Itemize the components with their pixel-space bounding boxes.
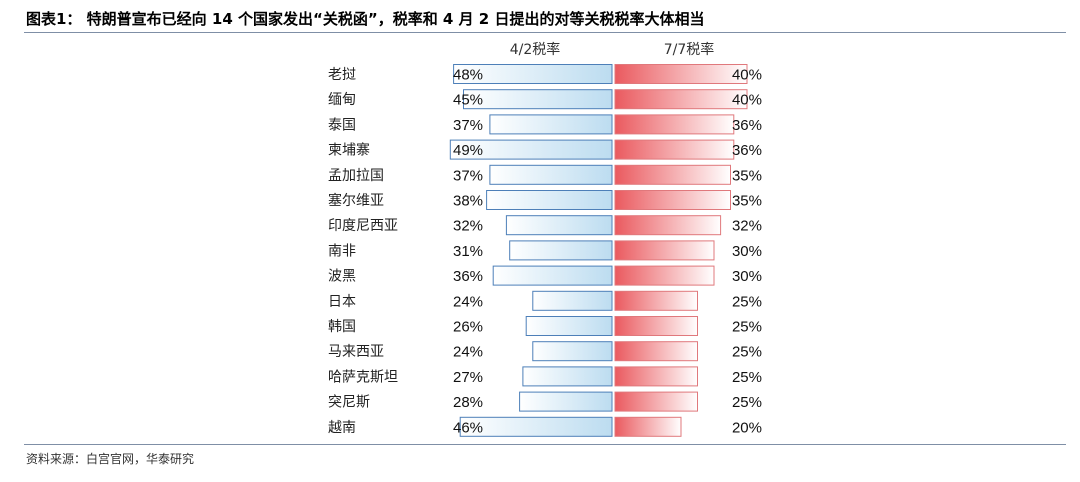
bar-left: [532, 290, 613, 311]
value-label-right: 30%: [732, 268, 762, 285]
value-label-left: 37%: [453, 117, 483, 134]
bar-left: [453, 64, 613, 84]
value-label-right: 32%: [732, 218, 762, 235]
value-label-left: 49%: [453, 142, 483, 159]
bar-right: [614, 240, 715, 261]
bar-left: [492, 265, 613, 286]
bar-right: [614, 416, 682, 437]
bar-right: [614, 290, 698, 311]
country-label: 波黑: [328, 269, 356, 285]
bar-right: [614, 215, 722, 236]
value-label-right: 30%: [732, 243, 762, 260]
value-label-right: 35%: [732, 193, 762, 210]
value-label-left: 46%: [453, 419, 483, 436]
country-label: 印度尼西亚: [328, 218, 398, 234]
bar-right: [614, 366, 698, 387]
bar-right: [614, 114, 735, 135]
country-label: 塞尔维亚: [328, 192, 384, 209]
country-label: 突尼斯: [328, 395, 370, 411]
value-label-left: 24%: [453, 344, 483, 361]
value-label-left: 24%: [453, 293, 483, 310]
country-label: 缅甸: [328, 92, 356, 108]
value-label-right: 25%: [732, 319, 762, 336]
bottom-divider: [24, 444, 1066, 445]
value-label-right: 25%: [732, 293, 762, 310]
bar-right: [614, 316, 698, 336]
bar-left: [486, 190, 613, 210]
country-label: 柬埔寨: [328, 142, 370, 159]
value-label-right: 20%: [732, 419, 762, 436]
value-label-left: 26%: [453, 319, 483, 336]
value-label-left: 28%: [453, 394, 483, 411]
bar-right: [614, 265, 715, 286]
country-label: 韩国: [328, 319, 356, 335]
value-label-right: 36%: [732, 117, 762, 134]
figure-title: 图表1： 特朗普宣布已经向 14 个国家发出“关税函”，税率和 4 月 2 日提…: [26, 10, 705, 28]
bar-left: [519, 391, 613, 412]
bar-left: [489, 164, 613, 185]
value-label-right: 40%: [732, 67, 762, 84]
source-note: 资料来源：白宫官网，华泰研究: [26, 452, 195, 466]
value-label-left: 36%: [453, 268, 483, 285]
bar-left: [463, 89, 613, 110]
bar-right: [614, 139, 735, 160]
legend-left-series: 4/2税率: [510, 41, 561, 58]
value-label-right: 25%: [732, 394, 762, 411]
bar-left: [522, 366, 613, 387]
country-label: 哈萨克斯坦: [328, 369, 398, 385]
bar-left: [505, 215, 613, 236]
bar-left: [459, 416, 613, 437]
value-label-right: 36%: [732, 142, 762, 159]
country-label: 南非: [328, 243, 356, 259]
value-label-right: 40%: [732, 92, 762, 109]
value-label-right: 25%: [732, 344, 762, 361]
country-label: 老挝: [328, 67, 356, 83]
country-label: 日本: [328, 294, 356, 310]
country-label: 泰国: [328, 117, 356, 133]
bar-right: [614, 341, 698, 362]
value-label-left: 31%: [453, 243, 483, 260]
bar-left: [525, 316, 613, 336]
bar-left: [509, 240, 613, 261]
value-label-left: 45%: [453, 92, 483, 109]
top-divider: [24, 32, 1066, 33]
bar-left: [449, 139, 613, 160]
bar-right: [614, 391, 698, 412]
bar-right: [614, 64, 748, 84]
value-label-right: 25%: [732, 369, 762, 386]
value-label-left: 48%: [453, 67, 483, 84]
value-label-left: 38%: [453, 193, 483, 210]
country-label: 马来西亚: [328, 344, 384, 360]
bar-left: [489, 114, 613, 135]
bar-left: [532, 341, 613, 362]
bar-right: [614, 89, 748, 110]
value-label-right: 35%: [732, 167, 762, 184]
country-label: 孟加拉国: [328, 168, 384, 184]
legend-right-series: 7/7税率: [664, 41, 715, 58]
bar-right: [614, 190, 731, 210]
country-label: 越南: [328, 420, 356, 436]
value-label-left: 32%: [453, 218, 483, 235]
bar-right: [614, 164, 731, 185]
value-label-left: 27%: [453, 369, 483, 386]
value-label-left: 37%: [453, 167, 483, 184]
